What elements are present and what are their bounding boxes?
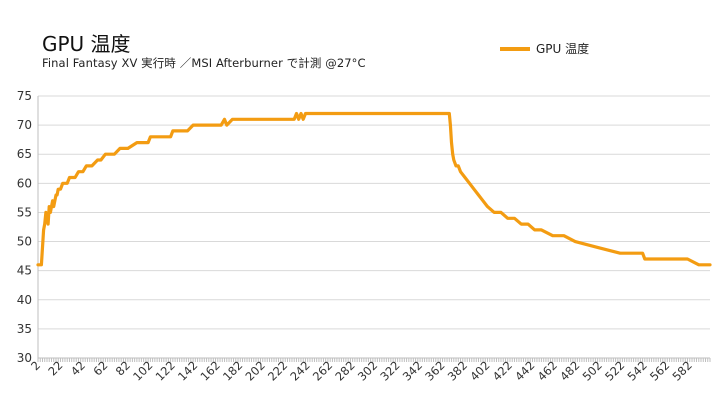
x-tick-label: 222 — [265, 358, 290, 383]
y-tick-label: 50 — [17, 235, 32, 249]
x-tick-label: 202 — [242, 358, 267, 383]
legend-swatch — [500, 46, 530, 51]
x-tick-label: 362 — [422, 358, 447, 383]
x-tick-label: 442 — [512, 358, 537, 383]
chart-subtitle: Final Fantasy XV 実行時 ／MSI Afterburner で計… — [42, 56, 366, 70]
x-tick-label: 102 — [130, 358, 155, 383]
legend: GPU 温度 — [500, 40, 589, 57]
y-tick-label: 30 — [17, 351, 32, 365]
x-tick-label: 322 — [377, 358, 402, 383]
y-tick-label: 35 — [17, 322, 32, 336]
series-line-gpu-temp — [36, 111, 712, 267]
x-tick-label: 342 — [400, 358, 425, 383]
x-tick-label: 462 — [535, 358, 560, 383]
x-tick-label: 2 — [28, 358, 43, 373]
y-tick-label: 70 — [17, 118, 32, 132]
x-tick-label: 402 — [467, 358, 492, 383]
x-tick-label: 242 — [287, 358, 312, 383]
x-tick-label: 482 — [557, 358, 582, 383]
legend-label: GPU 温度 — [536, 42, 590, 56]
x-tick-label: 422 — [490, 358, 515, 383]
y-tick-label: 45 — [17, 264, 32, 278]
chart-title: GPU 温度 — [42, 32, 131, 56]
x-tick-label: 162 — [197, 358, 222, 383]
x-tick-label: 262 — [310, 358, 335, 383]
y-tick-label: 55 — [17, 205, 32, 219]
y-tick-label: 40 — [17, 293, 32, 307]
x-tick-label: 302 — [355, 358, 380, 383]
y-tick-label: 65 — [17, 147, 32, 161]
x-tick-label: 282 — [332, 358, 357, 383]
y-tick-label: 60 — [17, 176, 32, 190]
y-tick-label: 75 — [17, 89, 32, 103]
x-tick-label: 142 — [175, 358, 200, 383]
x-tick-label: 542 — [625, 358, 650, 383]
x-tick-label: 522 — [602, 358, 627, 383]
x-tick-label: 122 — [153, 358, 178, 383]
x-tick-label: 562 — [647, 358, 672, 383]
x-tick-label: 502 — [580, 358, 605, 383]
x-tick-label: 382 — [445, 358, 470, 383]
x-tick-label: 182 — [220, 358, 245, 383]
x-tick-label: 582 — [669, 358, 694, 383]
